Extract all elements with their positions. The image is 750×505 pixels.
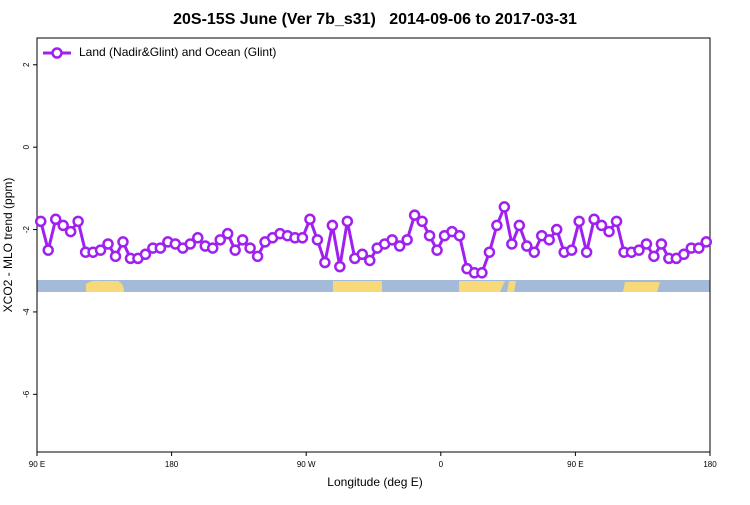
data-point — [588, 213, 600, 226]
data-point — [117, 236, 129, 248]
data-point — [648, 250, 660, 263]
data-point — [57, 219, 69, 232]
data-point — [573, 215, 585, 228]
data-point — [506, 238, 518, 250]
data-point — [476, 267, 488, 279]
x-tick-label: 90 W — [297, 460, 316, 469]
data-point — [42, 244, 54, 256]
chart-title: 20S-15S June (Ver 7b_s31) 2014-09-06 to … — [173, 11, 577, 28]
data-point — [603, 225, 615, 238]
legend-marker — [51, 47, 63, 59]
data-point — [192, 232, 204, 244]
x-axis-label: Longitude (deg E) — [327, 475, 422, 489]
y-tick-label: -2 — [22, 225, 31, 233]
x-tick-label: 180 — [703, 460, 717, 469]
data-point — [408, 209, 421, 221]
data-point — [565, 244, 578, 256]
land-strip — [333, 281, 382, 292]
land-strip — [86, 280, 124, 292]
data-point — [595, 219, 608, 232]
data-point — [498, 201, 511, 213]
data-point — [364, 254, 376, 267]
data-point — [184, 238, 197, 250]
data-point — [678, 248, 690, 261]
data-point — [102, 238, 114, 250]
data-point — [311, 234, 324, 246]
y-tick-label: -4 — [22, 308, 31, 316]
data-point — [49, 213, 62, 226]
data-point — [386, 234, 398, 246]
data-point — [139, 248, 152, 261]
data-point — [229, 244, 241, 256]
y-tick-label: 2 — [22, 62, 31, 67]
data-point — [521, 240, 533, 252]
data-point — [109, 250, 122, 263]
data-point — [356, 248, 369, 261]
data-point — [251, 250, 264, 263]
legend-label: Land (Nadir&Glint) and Ocean (Glint) — [79, 45, 276, 59]
data-point — [491, 219, 503, 232]
data-point — [580, 246, 593, 258]
data-point — [154, 242, 167, 254]
data-point — [633, 244, 645, 256]
data-point — [319, 256, 331, 269]
data-point — [206, 242, 219, 254]
data-point — [416, 215, 428, 228]
data-point — [34, 215, 47, 228]
data-point — [453, 229, 466, 242]
data-point — [341, 215, 354, 228]
x-tick-label: 180 — [165, 460, 179, 469]
data-point — [221, 227, 234, 240]
data-point — [64, 225, 77, 238]
land-strip — [459, 281, 516, 292]
surface-strip — [37, 280, 710, 292]
data-point — [326, 219, 339, 232]
data-point — [296, 232, 309, 244]
data-point — [244, 242, 256, 254]
y-tick-label: -6 — [22, 390, 31, 398]
data-point — [655, 238, 668, 250]
data-point — [610, 215, 623, 228]
data-point — [543, 234, 555, 246]
y-axis-label: XCO2 - MLO trend (ppm) — [1, 178, 15, 313]
data-point — [483, 246, 496, 258]
data-point — [528, 246, 541, 258]
data-point — [72, 215, 84, 228]
data-point — [423, 229, 436, 242]
data-point — [431, 244, 443, 256]
data-point — [401, 234, 413, 246]
data-point — [334, 260, 346, 273]
data-point — [304, 213, 316, 226]
y-tick-label: 0 — [22, 144, 31, 149]
x-tick-label: 0 — [439, 460, 444, 469]
land-strip — [623, 282, 660, 292]
data-point — [236, 234, 249, 246]
data-point — [693, 242, 705, 254]
x-tick-label: 90 E — [567, 460, 583, 469]
data-point — [550, 223, 563, 236]
data-point — [214, 234, 226, 246]
data-point — [700, 236, 713, 248]
data-point — [393, 240, 406, 252]
x-tick-label: 90 E — [29, 460, 45, 469]
data-point — [94, 244, 107, 256]
data-point — [513, 219, 526, 232]
data-point — [640, 238, 653, 250]
